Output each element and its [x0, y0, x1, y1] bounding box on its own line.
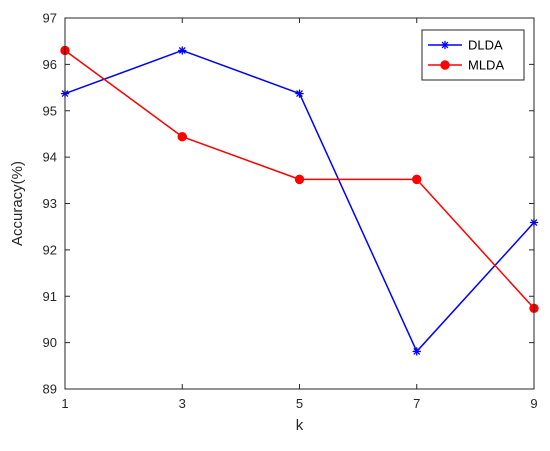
x-tick-label: 9 — [530, 396, 537, 411]
y-axis-label: Accuracy(%) — [9, 161, 26, 246]
series-mlda — [60, 45, 539, 314]
data-point — [295, 89, 304, 98]
x-tick-label: 7 — [413, 396, 420, 411]
y-tick-label: 95 — [43, 103, 57, 118]
y-tick-label: 96 — [43, 57, 57, 72]
x-tick-label: 3 — [179, 396, 186, 411]
series-layer — [60, 45, 539, 356]
data-point — [412, 347, 422, 356]
x-axis-label: k — [296, 417, 304, 434]
axes-layer: 1 3 5 7 9 89 90 91 92 93 94 95 96 97 — [43, 11, 538, 412]
y-tick-label: 94 — [43, 150, 57, 165]
y-tick-label: 89 — [43, 382, 57, 397]
legend-item: MLDA — [428, 58, 504, 73]
legend: DLDA MLDA — [421, 29, 525, 81]
legend-label: DLDA — [468, 38, 503, 53]
y-tick-label: 90 — [43, 335, 57, 350]
data-point — [294, 174, 305, 185]
data-point — [412, 174, 422, 185]
legend-marker — [440, 60, 450, 70]
data-point — [177, 132, 187, 142]
y-tick-label: 93 — [43, 196, 57, 211]
y-tick-label: 91 — [43, 289, 57, 304]
legend-box — [421, 29, 525, 81]
x-tick-label: 1 — [61, 396, 68, 411]
y-tick-label: 92 — [43, 242, 57, 257]
legend-item: DLDA — [428, 38, 503, 53]
y-tick-label: 97 — [43, 11, 57, 26]
legend-label: MLDA — [468, 58, 504, 73]
x-tick-label: 5 — [296, 396, 303, 411]
legend-marker — [440, 40, 450, 50]
data-point — [177, 46, 187, 55]
